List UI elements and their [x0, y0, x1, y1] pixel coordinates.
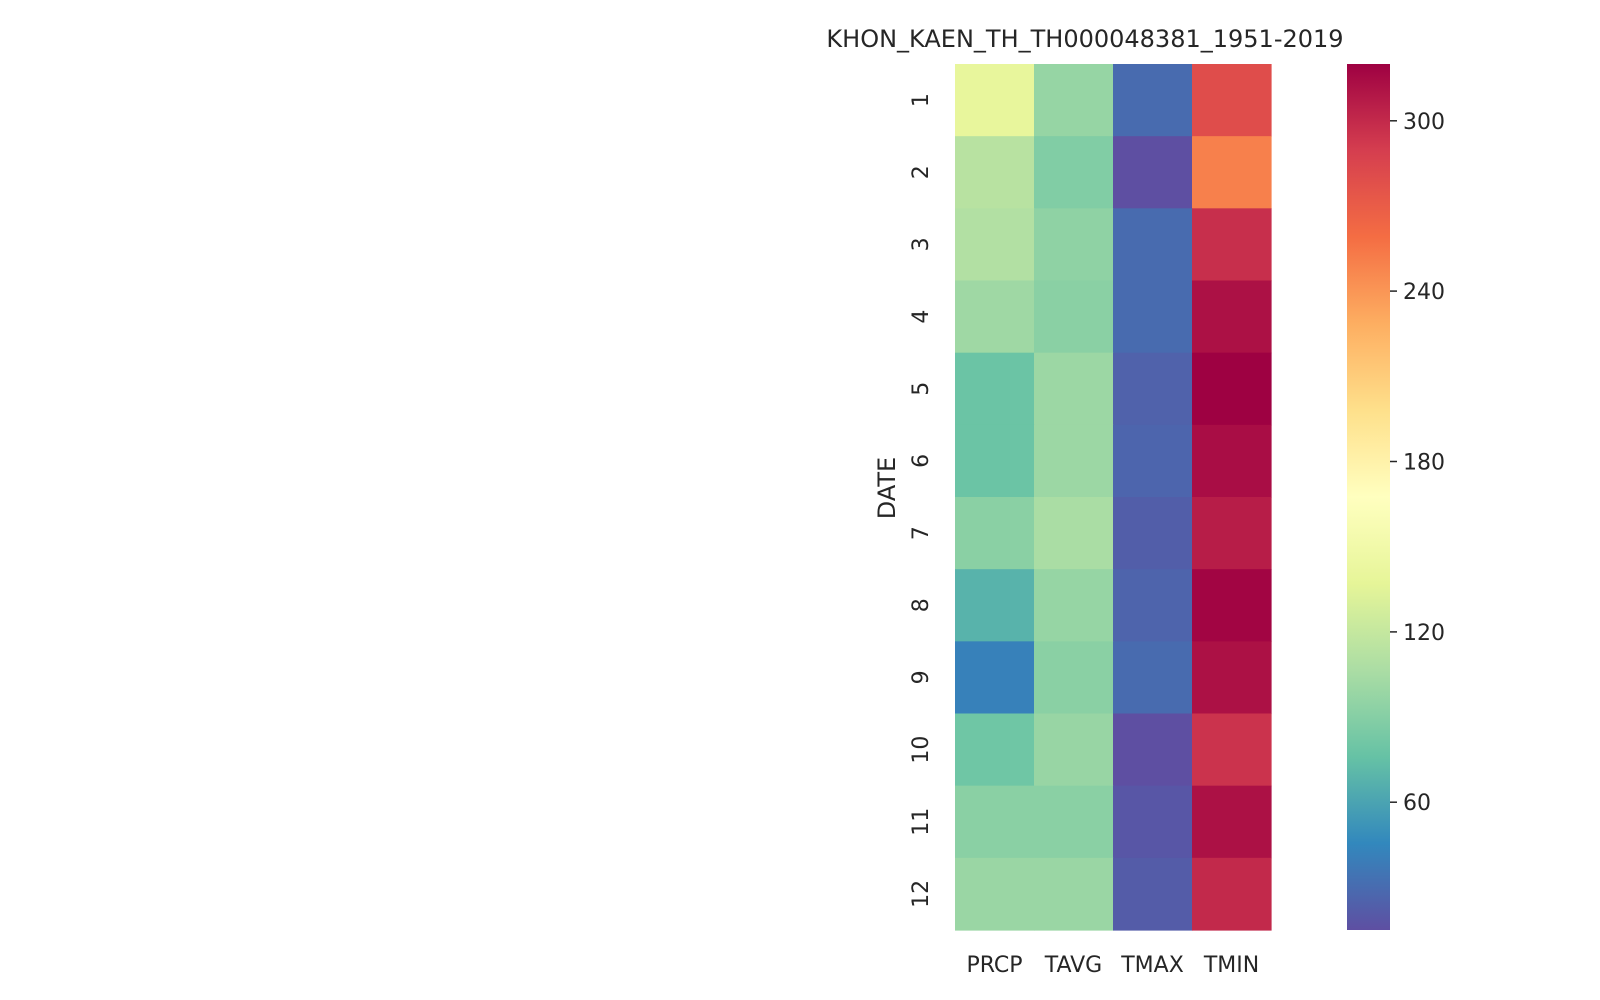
y-tick-label: 5 [909, 382, 934, 396]
x-tick-labels: PRCP TAVG TMAX TMIN [966, 953, 1259, 978]
heatmap-cell [1113, 352, 1193, 426]
heatmap-cell [955, 497, 1035, 570]
y-tick-label: 3 [909, 237, 934, 251]
y-axis-label: DATE [873, 457, 901, 519]
heatmap-cell [1192, 497, 1272, 570]
heatmap-cell [1192, 569, 1272, 642]
heatmap-cell [1192, 136, 1272, 209]
heatmap-cell [955, 641, 1035, 715]
heatmap-cell [1034, 64, 1114, 137]
colorbar [1347, 64, 1390, 930]
heatmap-cell [955, 713, 1035, 787]
heatmap-cell [1113, 424, 1193, 498]
heatmap-cell [1113, 713, 1193, 787]
heatmap-cell [1113, 857, 1193, 931]
heatmap-cell [1192, 857, 1272, 931]
y-tick-label: 4 [909, 310, 934, 324]
x-tick-label: TMIN [1203, 953, 1259, 978]
colorbar-ticks: 60 120 180 240 300 [1390, 110, 1445, 816]
heatmap-cell [1034, 785, 1114, 859]
heatmap-cell [1034, 569, 1114, 642]
heatmap-cell [1113, 785, 1193, 859]
y-tick-label: 11 [909, 808, 934, 836]
heatmap-cell [1192, 641, 1272, 715]
y-tick-label: 9 [909, 670, 934, 684]
heatmap-cell [955, 280, 1035, 354]
heatmap-cell [955, 136, 1035, 209]
colorbar-tick-label: 240 [1403, 280, 1445, 305]
y-tick-label: 1 [909, 93, 934, 107]
heatmap-cell [955, 857, 1035, 931]
colorbar-tick-label: 300 [1403, 110, 1445, 135]
y-tick-label: 10 [909, 736, 934, 764]
heatmap-cell [1192, 785, 1272, 859]
heatmap-cell [1113, 64, 1193, 137]
heatmap-cell [1034, 208, 1114, 282]
x-tick-label: PRCP [966, 953, 1022, 978]
chart-title: KHON_KAEN_TH_TH000048381_1951-2019 [826, 25, 1343, 53]
heatmap-cell [1192, 713, 1272, 787]
y-tick-label: 12 [909, 880, 934, 908]
heatmap-cell [1034, 352, 1114, 426]
heatmap-cell [1034, 641, 1114, 715]
heatmap-cell [955, 569, 1035, 642]
heatmap-cell [1113, 641, 1193, 715]
heatmap-cell [1113, 280, 1193, 354]
heatmap-cell [955, 424, 1035, 498]
colorbar-tick-label: 60 [1403, 791, 1431, 816]
heatmap-cell [1113, 208, 1193, 282]
heatmap-cell [955, 208, 1035, 282]
heatmap-cell [1034, 713, 1114, 787]
heatmap-cell [1192, 208, 1272, 282]
heatmap-cell [955, 785, 1035, 859]
heatmap-cell [1113, 136, 1193, 209]
y-tick-label: 2 [909, 165, 934, 179]
heatmap-cell [1034, 497, 1114, 570]
heatmap-cell [1113, 497, 1193, 570]
heatmap-cells [955, 64, 1272, 931]
y-tick-label: 6 [909, 454, 934, 468]
heatmap-cell [955, 352, 1035, 426]
heatmap-cell [1192, 352, 1272, 426]
heatmap-cell [1034, 424, 1114, 498]
heatmap-cell [1034, 136, 1114, 209]
heatmap-cell [1192, 424, 1272, 498]
heatmap-cell [955, 64, 1035, 137]
colorbar-tick-label: 120 [1403, 621, 1445, 646]
y-tick-label: 7 [909, 526, 934, 540]
y-tick-label: 8 [909, 598, 934, 612]
heatmap-cell [1113, 569, 1193, 642]
x-tick-label: TMAX [1120, 953, 1184, 978]
heatmap-cell [1034, 280, 1114, 354]
colorbar-tick-label: 180 [1403, 451, 1445, 476]
heatmap-cell [1192, 64, 1272, 137]
heatmap-cell [1034, 857, 1114, 931]
x-tick-label: TAVG [1044, 953, 1102, 978]
heatmap-cell [1192, 280, 1272, 354]
